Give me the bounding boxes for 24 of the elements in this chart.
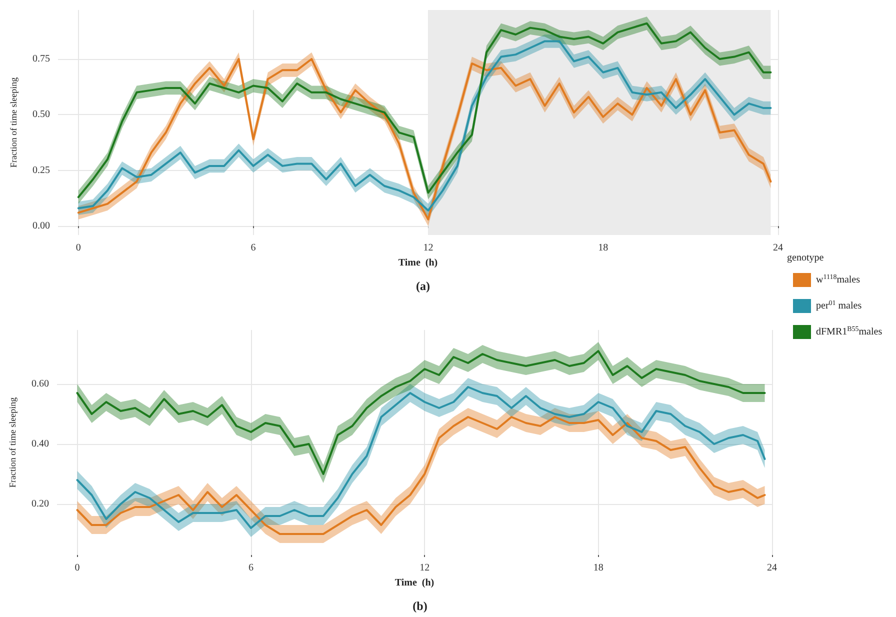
x-tick-label: 18	[598, 242, 608, 254]
x-tick-label: 0	[74, 562, 80, 574]
y-tick-label: 0.60	[32, 378, 49, 390]
x-axis-title: Time (h)	[398, 257, 438, 268]
x-tick-label: 24	[773, 242, 783, 254]
x-tick-label: 12	[423, 242, 434, 254]
text: (a)	[416, 279, 430, 293]
y-tick-label: 0.50	[32, 109, 50, 120]
y-tick-label: 0.40	[32, 438, 49, 450]
x-tick-label: 18	[593, 562, 604, 574]
y-axis-title: Fraction of time sleeping	[8, 76, 18, 168]
y-tick-label: 0.75	[32, 54, 50, 65]
x-tick-label: 6	[250, 242, 256, 254]
legend-title: genotype	[787, 252, 824, 264]
x-tick-label: 6	[248, 562, 254, 574]
x-axis-title: Time (h)	[394, 577, 434, 588]
y-tick-label: 0.00	[32, 220, 50, 232]
x-tick-label: 0	[76, 242, 81, 254]
y-axis-title: Fraction of time sleeping	[8, 396, 18, 488]
y-tick-label: 0.25	[32, 164, 50, 176]
text: (b)	[412, 599, 428, 613]
y-tick-label: 0.20	[32, 498, 49, 510]
x-tick-label: 24	[767, 562, 777, 574]
x-tick-label: 12	[420, 562, 430, 574]
